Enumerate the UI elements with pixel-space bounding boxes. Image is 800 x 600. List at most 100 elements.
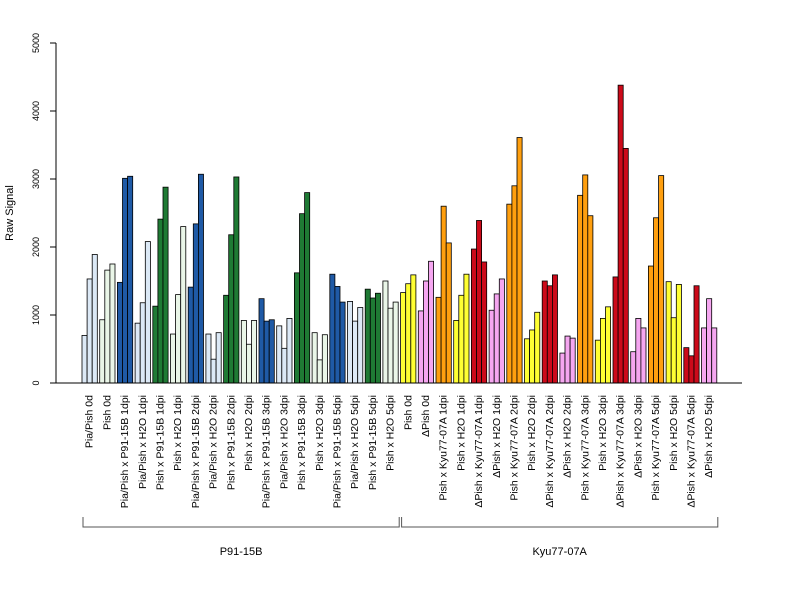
bar: [321, 334, 328, 384]
x-tick-label: Pish x P91-15B 1dpi: [154, 395, 166, 490]
bar: [104, 269, 111, 384]
x-tick-label: Pish x P91-15B 2dpi: [225, 395, 237, 490]
bar: [453, 320, 460, 384]
bar: [488, 309, 495, 384]
bar: [304, 192, 311, 384]
x-tick-label: Pish 0d: [101, 395, 113, 430]
x-tick-label: ΔPish x H2O 3dpi: [632, 395, 644, 478]
x-tick-label: Pish x H2O 5dpi: [385, 395, 397, 471]
bar: [612, 276, 619, 384]
bar: [688, 355, 695, 384]
bar: [170, 333, 176, 384]
y-tick-label: 1000: [31, 305, 41, 325]
bar: [582, 174, 589, 384]
x-tick-label: Pish x H2O 3dpi: [597, 395, 609, 471]
bar: [648, 265, 654, 384]
bar: [529, 329, 536, 384]
bar: [197, 173, 204, 384]
bar: [215, 332, 222, 384]
x-tick-label: Pish x H2O 5dpi: [668, 395, 680, 471]
bar: [347, 300, 353, 384]
x-tick-label: ΔPish x H2O 1dpi: [491, 395, 503, 478]
y-tick-label: 3000: [31, 169, 41, 189]
bar: [622, 147, 629, 384]
bar: [139, 302, 146, 384]
bar: [86, 278, 93, 384]
bar: [352, 320, 359, 384]
bar: [506, 203, 513, 384]
bar: [180, 226, 187, 384]
bar: [357, 307, 364, 384]
bar: [665, 281, 672, 384]
bar: [286, 317, 293, 384]
bar: [210, 358, 217, 384]
group-bracket: [401, 517, 719, 528]
bar: [293, 272, 300, 384]
bar: [157, 218, 164, 384]
bar: [281, 347, 288, 384]
x-tick-label: Pia/Pish x P91-15B 5dpi: [331, 395, 343, 508]
bar: [534, 311, 541, 384]
bar: [693, 285, 700, 384]
bar: [299, 213, 305, 384]
group-label: Kyu77-07A: [532, 546, 587, 558]
x-tick-label: Pish x H2O 2dpi: [526, 395, 538, 471]
x-tick-label: Pish 0d: [402, 395, 414, 430]
bar: [435, 296, 442, 384]
x-tick-label: ΔPish 0d: [420, 395, 432, 437]
bar: [564, 335, 571, 384]
y-axis-label: Raw Signal: [4, 185, 16, 241]
y-tick-label: 4000: [31, 101, 41, 121]
bar: [329, 273, 336, 384]
bar: [192, 223, 199, 384]
bar: [445, 242, 452, 384]
x-tick-label: Pia/Pish x H2O 3dpi: [278, 395, 290, 489]
bar: [511, 185, 518, 384]
bar: [400, 292, 407, 384]
x-tick-label: Pia/Pish x H2O 2dpi: [208, 395, 220, 489]
bar: [559, 352, 566, 384]
bar: [117, 281, 123, 384]
bar: [405, 283, 412, 384]
bar: [481, 261, 488, 384]
bar: [422, 280, 429, 384]
bar: [276, 325, 283, 384]
x-tick-label: ΔPish x Kyu77-07A 2dpi: [544, 395, 556, 508]
bar: [374, 292, 381, 384]
bar: [417, 310, 424, 384]
bar: [311, 332, 318, 384]
x-tick-label: ΔPish x Kyu77-07A 1dpi: [473, 395, 485, 508]
bar: [498, 278, 505, 384]
bar: [339, 301, 346, 384]
bar: [635, 317, 642, 384]
bar: [122, 177, 128, 384]
bar: [541, 280, 548, 384]
bar: [263, 320, 270, 384]
bar: [658, 175, 665, 384]
bar: [617, 84, 624, 384]
bar: [175, 294, 182, 384]
x-tick-label: Pish x P91-15B 3dpi: [296, 395, 308, 490]
bar: [670, 317, 677, 384]
bar: [382, 280, 389, 384]
bar: [134, 322, 141, 384]
bar: [605, 306, 611, 384]
bar: [316, 359, 323, 384]
bar: [675, 283, 682, 384]
bar: [109, 263, 116, 384]
bar: [99, 319, 106, 384]
x-tick-label: Pia/Pish 0d: [84, 395, 96, 448]
bar: [711, 327, 718, 384]
x-tick-label: Pish x H2O 3dpi: [314, 395, 326, 471]
bar: [392, 301, 399, 384]
bar: [524, 338, 530, 384]
bar: [387, 307, 394, 384]
bar: [470, 248, 477, 384]
x-tick-label: Pia/Pish x P91-15B 2dpi: [190, 395, 202, 508]
bar: [701, 327, 707, 384]
bar: [594, 339, 601, 384]
bar: [162, 186, 169, 384]
bar: [205, 333, 212, 384]
x-tick-label: Pish x P91-15B 5dpi: [367, 395, 379, 490]
